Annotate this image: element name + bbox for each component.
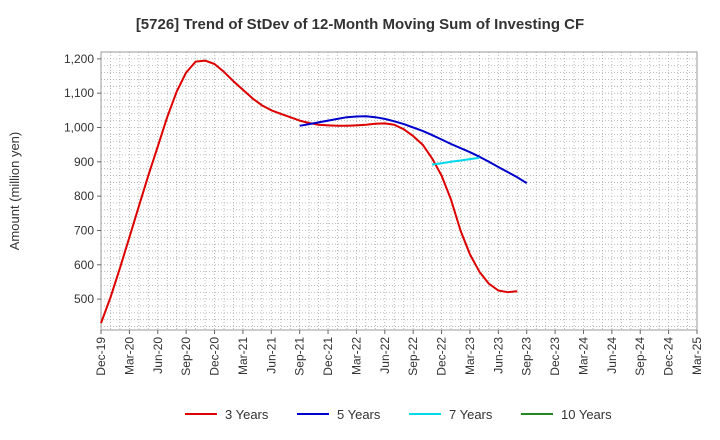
chart-title: [5726] Trend of StDev of 12-Month Moving… bbox=[136, 16, 584, 33]
series-lines bbox=[100, 59, 528, 324]
y-tick-label: 800 bbox=[74, 189, 94, 203]
x-tick-label: Dec-20 bbox=[208, 337, 222, 376]
series-line-3-years bbox=[100, 59, 518, 324]
x-tick-label: Mar-25 bbox=[690, 337, 704, 375]
x-tick-label: Sep-24 bbox=[633, 337, 647, 376]
x-tick-label: Jun-22 bbox=[378, 337, 392, 374]
x-tick-label: Mar-21 bbox=[236, 337, 250, 375]
x-tick-label: Dec-21 bbox=[321, 337, 335, 376]
x-tick-label: Jun-21 bbox=[264, 337, 278, 374]
legend-item-10-years: 10 Years bbox=[521, 407, 612, 422]
legend-label: 3 Years bbox=[225, 407, 269, 422]
y-tick-label: 700 bbox=[74, 223, 94, 237]
x-tick-label: Dec-22 bbox=[435, 337, 449, 376]
y-tick-label: 1,200 bbox=[64, 52, 94, 66]
x-tick-label: Dec-24 bbox=[662, 337, 676, 376]
y-axis-ticks: 500 600 700 800 900 1,000 1,100 1,200 bbox=[64, 52, 101, 306]
series-line-7-years bbox=[431, 156, 480, 166]
y-axis-label: Amount (million yen) bbox=[7, 132, 22, 251]
legend-item-3-years: 3 Years bbox=[185, 407, 269, 422]
y-tick-label: 600 bbox=[74, 258, 94, 272]
x-tick-label: Sep-20 bbox=[179, 337, 193, 376]
legend-label: 5 Years bbox=[337, 407, 381, 422]
x-tick-label: Mar-20 bbox=[122, 337, 136, 375]
series-line-5-years bbox=[299, 115, 528, 184]
legend-item-7-years: 7 Years bbox=[409, 407, 493, 422]
x-tick-label: Jun-20 bbox=[151, 337, 165, 374]
x-tick-label: Mar-24 bbox=[576, 337, 590, 375]
legend: 3 Years 5 Years 7 Years 10 Years bbox=[185, 407, 612, 422]
grid bbox=[101, 52, 697, 330]
x-tick-label: Sep-23 bbox=[520, 337, 534, 376]
x-tick-label: Jun-24 bbox=[605, 337, 619, 374]
y-tick-label: 1,000 bbox=[64, 121, 94, 135]
legend-item-5-years: 5 Years bbox=[297, 407, 381, 422]
legend-label: 7 Years bbox=[449, 407, 493, 422]
x-tick-label: Dec-19 bbox=[94, 337, 108, 376]
x-tick-label: Sep-21 bbox=[293, 337, 307, 376]
y-tick-label: 900 bbox=[74, 155, 94, 169]
x-tick-label: Jun-23 bbox=[491, 337, 505, 374]
x-axis-ticks: Dec-19 Mar-20 Jun-20 Sep-20 Dec-20 Mar-21 Jun-… bbox=[94, 330, 704, 376]
x-tick-label: Mar-22 bbox=[349, 337, 363, 375]
x-tick-label: Dec-23 bbox=[548, 337, 562, 376]
y-tick-label: 1,100 bbox=[64, 86, 94, 100]
x-tick-label: Sep-22 bbox=[406, 337, 420, 376]
plot-frame bbox=[100, 51, 698, 331]
y-tick-label: 500 bbox=[74, 292, 94, 306]
legend-label: 10 Years bbox=[561, 407, 612, 422]
x-tick-label: Mar-23 bbox=[463, 337, 477, 375]
